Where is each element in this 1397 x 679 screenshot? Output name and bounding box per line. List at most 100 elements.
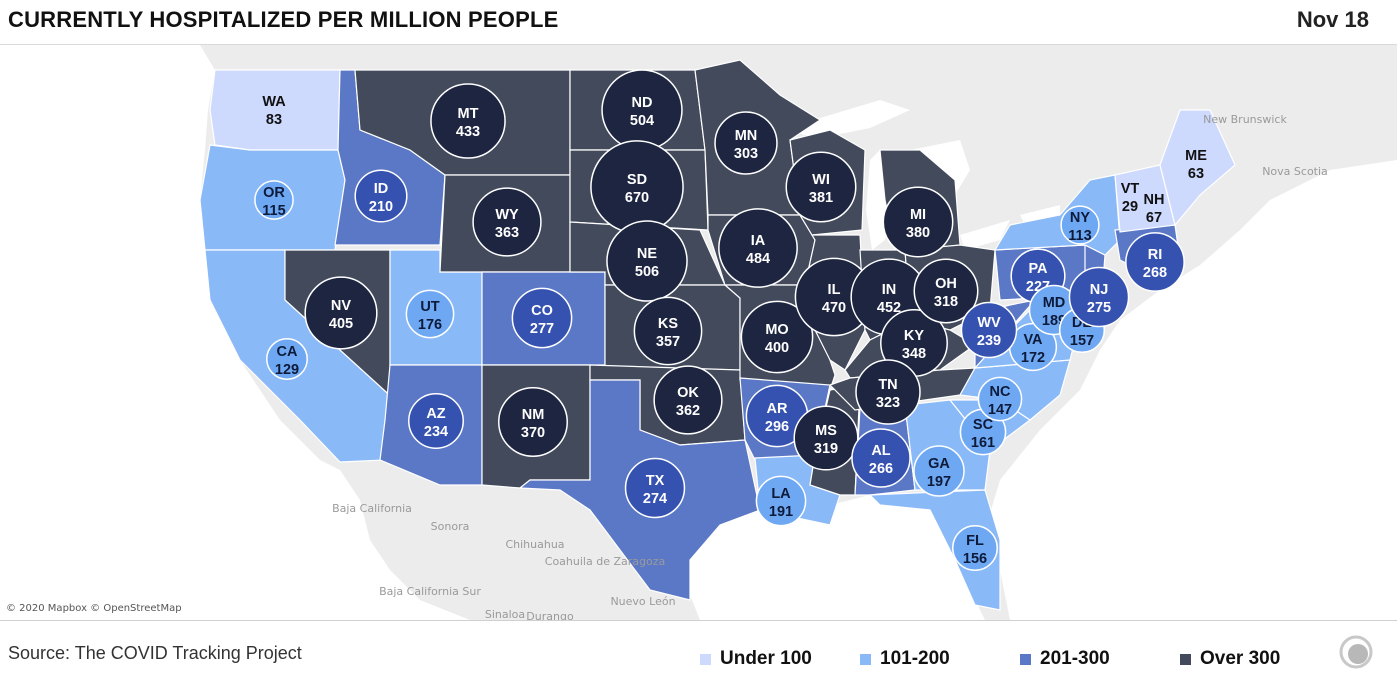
state-value-label: 274 [643, 491, 667, 507]
bubble-circle[interactable] [1060, 205, 1100, 245]
state-value-label: 319 [814, 441, 838, 457]
state-bubble-ut[interactable]: UT 176 [405, 289, 455, 339]
geo-label: Sonora [431, 520, 470, 533]
state-abbr-label: TX [646, 473, 665, 489]
bubble-circle[interactable] [855, 359, 921, 425]
state-abbr-label: NJ [1090, 282, 1109, 298]
state-bubble-mt[interactable]: MT 433 [430, 83, 506, 159]
state-bubble-me[interactable]: ME 63 [1185, 148, 1207, 182]
state-bubble-wy[interactable]: WY 363 [472, 187, 542, 257]
state-bubble-or[interactable]: OR 115 [254, 180, 294, 220]
bubble-circle[interactable] [785, 151, 857, 223]
bubble-circle[interactable] [882, 186, 954, 258]
bubble-circle[interactable] [1125, 232, 1185, 292]
state-bubble-ks[interactable]: KS 357 [633, 296, 703, 366]
state-abbr-label: MD [1043, 295, 1066, 311]
state-value-label: 362 [676, 403, 700, 419]
bubble-circle[interactable] [354, 169, 408, 223]
bubble-circle[interactable] [254, 180, 294, 220]
state-abbr-label: PA [1028, 261, 1048, 277]
bubble-circle[interactable] [913, 258, 979, 324]
bubble-circle[interactable] [913, 445, 965, 497]
geo-label: Chihuahua [505, 538, 564, 551]
state-bubble-ga[interactable]: GA 197 [913, 445, 965, 497]
state-bubble-oh[interactable]: OH 318 [913, 258, 979, 324]
state-bubble-il[interactable]: IL 470 [794, 257, 874, 337]
bubble-circle[interactable] [851, 428, 911, 488]
geo-label: New Brunswick [1203, 113, 1287, 126]
bubble-circle[interactable] [472, 187, 542, 257]
state-bubble-mi[interactable]: MI 380 [882, 186, 954, 258]
state-bubble-ms[interactable]: MS 319 [793, 405, 859, 471]
state-FL[interactable] [868, 489, 1001, 611]
state-bubble-nj[interactable]: NJ 275 [1068, 266, 1130, 328]
bubble-circle[interactable] [977, 376, 1023, 422]
state-bubble-nm[interactable]: NM 370 [498, 387, 568, 457]
state-bubble-ca[interactable]: CA 129 [266, 338, 308, 380]
state-bubble-wi[interactable]: WI 381 [785, 151, 857, 223]
bubble-circle[interactable] [960, 301, 1018, 359]
state-abbr-label: NH [1144, 192, 1165, 208]
bubble-circle[interactable] [430, 83, 506, 159]
state-abbr-label: GA [928, 456, 950, 472]
bubble-circle[interactable] [408, 393, 464, 449]
state-bubble-id[interactable]: ID 210 [354, 169, 408, 223]
bubble-circle[interactable] [511, 287, 573, 349]
state-abbr-label: SD [627, 172, 647, 188]
state-value-label: 400 [765, 340, 789, 356]
state-value-label: 29 [1122, 199, 1138, 215]
state-ME[interactable] [1159, 109, 1236, 227]
state-bubble-ok[interactable]: OK 362 [653, 365, 723, 435]
state-bubble-nd[interactable]: ND 504 [601, 69, 683, 151]
state-WA[interactable] [209, 69, 341, 151]
state-bubble-ri[interactable]: RI 268 [1125, 232, 1185, 292]
state-bubble-la[interactable]: LA 191 [755, 475, 807, 527]
state-bubble-az[interactable]: AZ 234 [408, 393, 464, 449]
state-abbr-label: LA [771, 486, 791, 502]
state-abbr-label: IA [751, 233, 766, 249]
state-abbr-label: AZ [426, 406, 445, 422]
state-bubble-vt[interactable]: VT 29 [1121, 181, 1140, 215]
bubble-circle[interactable] [718, 208, 798, 288]
state-bubble-ny[interactable]: NY 113 [1060, 205, 1100, 245]
state-value-label: 197 [927, 474, 951, 490]
state-bubble-co[interactable]: CO 277 [511, 287, 573, 349]
state-bubble-nv[interactable]: NV 405 [304, 276, 378, 350]
state-bubble-mo[interactable]: MO 400 [740, 300, 814, 374]
bubble-circle[interactable] [1068, 266, 1130, 328]
state-bubble-al[interactable]: AL 266 [851, 428, 911, 488]
state-bubble-ne[interactable]: NE 506 [606, 220, 688, 302]
bubble-circle[interactable] [653, 365, 723, 435]
state-bubble-fl[interactable]: FL 156 [952, 525, 998, 571]
bubble-circle[interactable] [624, 457, 686, 519]
state-value-label: 433 [456, 124, 480, 140]
state-bubble-nh[interactable]: NH 67 [1144, 192, 1165, 226]
bubble-circle[interactable] [952, 525, 998, 571]
state-bubble-mn[interactable]: MN 303 [714, 111, 778, 175]
state-bubble-wv[interactable]: WV 239 [960, 301, 1018, 359]
state-bubble-nc[interactable]: NC 147 [977, 376, 1023, 422]
bubble-circle[interactable] [633, 296, 703, 366]
state-bubble-va[interactable]: VA 172 [1008, 322, 1058, 372]
map-svg[interactable]: New Brunswick Nova Scotia Baja Californi… [0, 45, 1397, 620]
bubble-circle[interactable] [304, 276, 378, 350]
footer-bar: Source: The COVID Tracking Project Under… [0, 620, 1397, 679]
state-abbr-label: AL [871, 443, 890, 459]
bubble-circle[interactable] [606, 220, 688, 302]
state-bubble-ky[interactable]: KY 348 [880, 309, 948, 377]
map-panel[interactable]: New Brunswick Nova Scotia Baja Californi… [0, 45, 1397, 620]
bubble-circle[interactable] [714, 111, 778, 175]
map-attribution[interactable]: © 2020 Mapbox © OpenStreetMap [6, 603, 182, 614]
bubble-circle[interactable] [755, 475, 807, 527]
state-value-label: 157 [1070, 333, 1094, 349]
state-bubble-tx[interactable]: TX 274 [624, 457, 686, 519]
state-bubble-sd[interactable]: SD 670 [590, 140, 684, 234]
bubble-circle[interactable] [498, 387, 568, 457]
bubble-circle[interactable] [740, 300, 814, 374]
state-bubble-wa[interactable]: WA 83 [262, 94, 286, 128]
bubble-circle[interactable] [266, 338, 308, 380]
state-bubble-ia[interactable]: IA 484 [718, 208, 798, 288]
state-bubble-tn[interactable]: TN 323 [855, 359, 921, 425]
bubble-circle[interactable] [405, 289, 455, 339]
bubble-circle[interactable] [793, 405, 859, 471]
